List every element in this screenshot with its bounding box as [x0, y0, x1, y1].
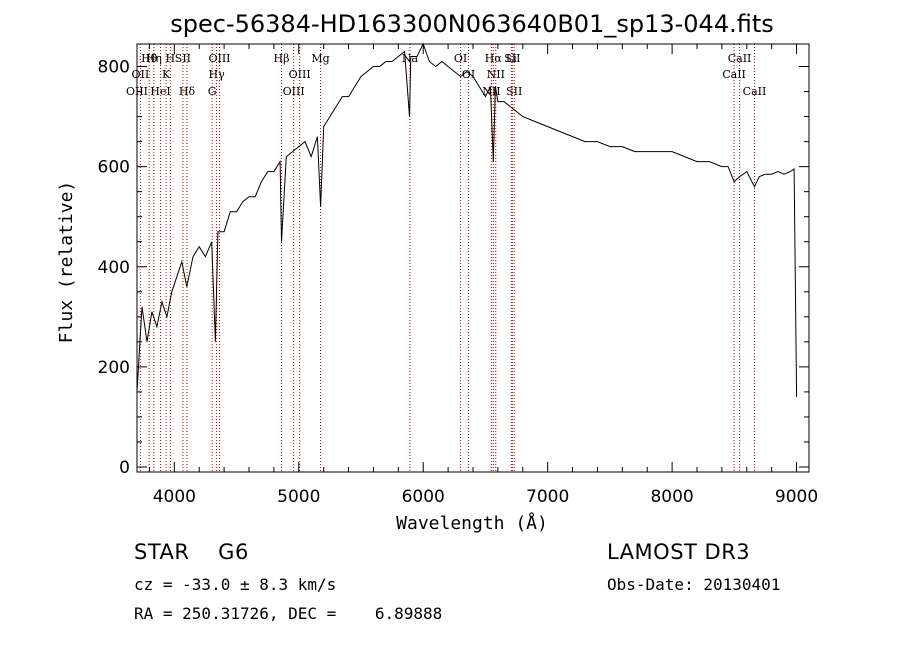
- line-label-26: CaII: [722, 68, 746, 81]
- x-tick-label-0: 4000: [153, 487, 196, 507]
- y-tick-label-1: 200: [98, 358, 130, 378]
- x-axis-label: Wavelength (Å): [396, 512, 548, 534]
- line-label-19: Hα: [485, 52, 503, 65]
- y-axis-ticks: 0 200 400 600 800: [98, 58, 809, 478]
- y-tick-label-0: 0: [119, 458, 130, 478]
- line-label-0: Hθ: [141, 52, 158, 65]
- x-tick-label-2: 6000: [402, 487, 445, 507]
- line-label-4: HeI: [150, 85, 170, 98]
- x-tick-label-4: 8000: [650, 487, 693, 507]
- line-label-23: Li: [506, 52, 517, 65]
- line-label-18: OI: [462, 68, 475, 81]
- line-label-24: SII: [506, 85, 522, 98]
- line-label-6: H: [166, 52, 176, 65]
- spectrum-line-0: [136, 42, 798, 397]
- y-axis-label: Flux (relative): [56, 181, 77, 344]
- line-label-16: Na: [402, 52, 419, 65]
- x-tick-label-1: 5000: [277, 487, 320, 507]
- line-label-5: Hη: [146, 52, 162, 65]
- line-label-9: OIII: [208, 52, 230, 65]
- line-label-17: OI: [454, 52, 467, 65]
- y-tick-label-3: 600: [98, 158, 130, 178]
- line-label-14: OIII: [283, 85, 305, 98]
- series-group: [136, 42, 798, 397]
- line-label-13: OIII: [289, 68, 311, 81]
- line-label-3: K: [162, 68, 171, 81]
- plot-frame: [136, 43, 810, 473]
- survey-name: LAMOST DR3: [607, 540, 751, 564]
- observation-date: Obs-Date: 20130401: [607, 575, 781, 594]
- line-label-10: Hγ: [209, 68, 226, 81]
- spectral-line-markers: [136, 44, 755, 472]
- line-label-7: Hδ: [179, 85, 196, 98]
- line-label-1: OII: [132, 68, 150, 81]
- line-label-12: Hβ: [274, 52, 290, 65]
- x-tick-label-5: 9000: [775, 487, 818, 507]
- chart-title: spec-56384-HD163300N063640B01_sp13-044.f…: [170, 10, 774, 38]
- y-tick-label-4: 800: [98, 58, 130, 78]
- line-label-8: SII: [175, 52, 191, 65]
- y-tick-label-2: 400: [98, 258, 130, 278]
- line-label-20: NII: [487, 68, 505, 81]
- line-label-11: G: [208, 85, 217, 98]
- line-label-15: Mg: [311, 52, 329, 65]
- coordinates: RA = 250.31726, DEC = 6.89888: [134, 604, 443, 623]
- line-label-25: CaII: [728, 52, 752, 65]
- object-class: STAR G6: [134, 540, 249, 564]
- line-label-27: CaII: [743, 85, 767, 98]
- line-label-22: SII: [504, 52, 520, 65]
- x-axis-ticks: 4000 5000 6000 7000 8000 9000: [148, 44, 818, 507]
- x-tick-label-3: 7000: [526, 487, 569, 507]
- redshift-velocity: cz = -33.0 ± 8.3 km/s: [134, 575, 337, 594]
